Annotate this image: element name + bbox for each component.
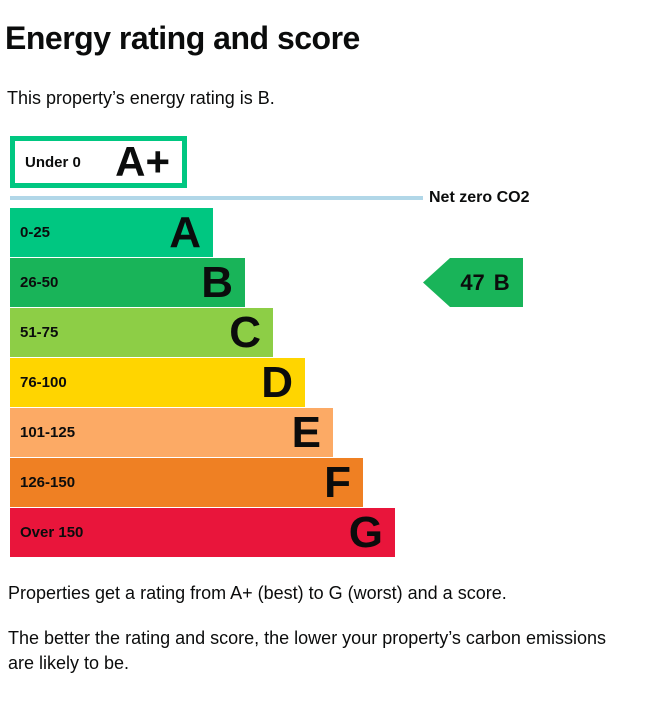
rating-bands: 0-25 A 26-50 B 51-75 C 76-100 D 101-125 E 126-150 F… [10, 208, 395, 558]
band-a: 0-25 A [10, 208, 213, 257]
band-rating-letter: G [348, 507, 383, 557]
score-explainer-line: are likely to be. [8, 653, 130, 673]
band-rating-letter: A [169, 207, 201, 257]
band-rating-letter: E [291, 407, 321, 457]
band-c: 51-75 C [10, 308, 273, 357]
band-range-label: 0-25 [20, 224, 51, 241]
score-marker-value: 47 [460, 269, 485, 295]
net-zero-label: Net zero CO2 [429, 189, 530, 206]
band-f: 126-150 F [10, 458, 363, 507]
band-range-label: 26-50 [20, 274, 59, 291]
page-title: Energy rating and score [5, 20, 360, 56]
band-range-label: Over 150 [20, 524, 84, 541]
band-rating-letter: A+ [115, 138, 170, 185]
band-range-label: Under 0 [25, 153, 81, 171]
band-range-label: 101-125 [20, 424, 76, 441]
band-rating-letter: D [261, 357, 293, 407]
band-b: 26-50 B [10, 258, 245, 307]
band-range-label: 51-75 [20, 324, 59, 341]
band-e: 101-125 E [10, 408, 333, 457]
score-marker: 47 B [423, 258, 523, 307]
score-marker-rating: B [493, 269, 510, 295]
net-zero-line [10, 196, 423, 200]
band-rating-letter: C [229, 307, 261, 357]
band-d: 76-100 D [10, 358, 305, 407]
rating-explainer-text: Properties get a rating from A+ (best) t… [8, 583, 507, 603]
band-g: Over 150 G [10, 508, 395, 557]
band-rating-letter: B [201, 257, 233, 307]
score-explainer-line: The better the rating and score, the low… [8, 628, 606, 648]
score-explainer-text: The better the rating and score, the low… [8, 626, 606, 676]
band-rating-letter: F [324, 457, 351, 507]
band-range-label: 126-150 [20, 474, 76, 491]
band-a-plus: Under 0 A+ [10, 136, 187, 188]
intro-text: This property’s energy rating is B. [7, 88, 275, 108]
band-range-label: 76-100 [20, 374, 67, 391]
